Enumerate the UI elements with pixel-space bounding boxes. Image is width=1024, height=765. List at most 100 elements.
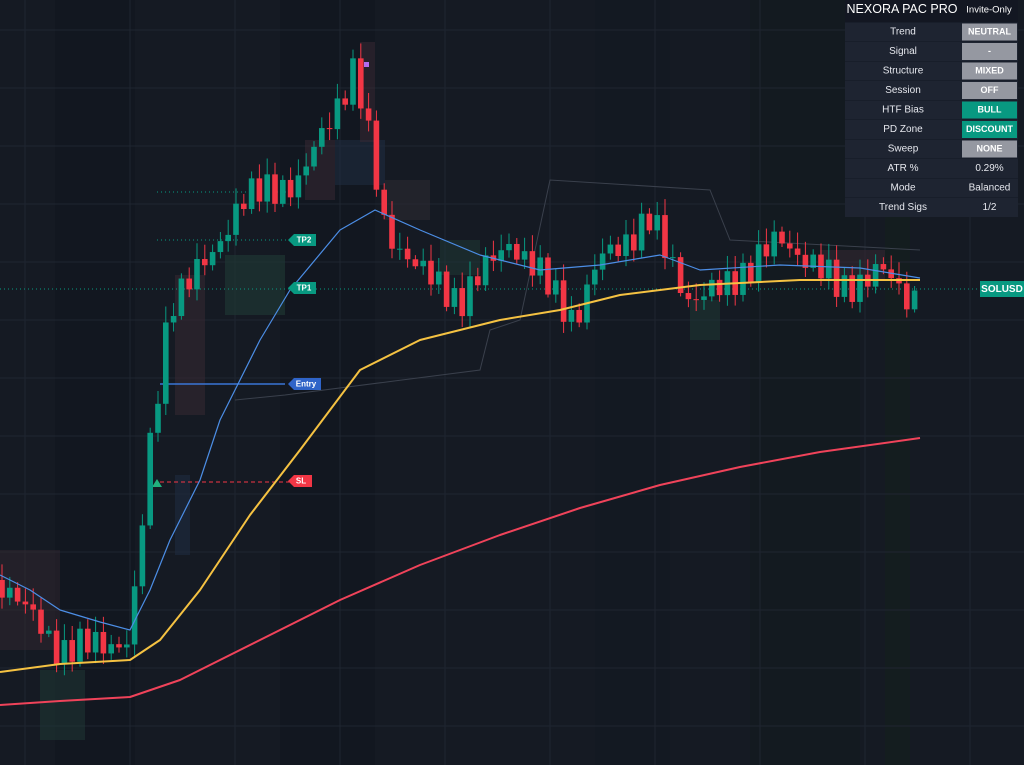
candle-body	[287, 179, 294, 198]
candle-body	[498, 250, 504, 261]
tp2-tag: TP2	[288, 234, 316, 246]
candle-body	[209, 252, 216, 266]
candle-body	[638, 213, 645, 251]
candle-body	[740, 262, 746, 295]
candle-body	[537, 257, 543, 276]
sl-label: SL	[296, 477, 306, 486]
candle-body	[100, 631, 107, 654]
row-label: PD Zone	[883, 124, 923, 135]
candle-body	[30, 604, 36, 610]
row-label: Structure	[883, 66, 924, 77]
candle-body	[350, 58, 356, 105]
candle-body	[170, 316, 177, 323]
candle-body	[334, 98, 341, 130]
candle-body	[599, 253, 606, 270]
candle-body	[443, 271, 450, 307]
candle-body	[217, 241, 224, 253]
candle-body	[131, 586, 138, 645]
panel-title: NEXORA PAC PRO	[847, 2, 958, 16]
candle-body	[459, 288, 465, 317]
candle-body	[256, 178, 263, 202]
candle-body	[186, 278, 192, 290]
moving-averages	[0, 209, 921, 706]
candle-body	[529, 251, 536, 276]
candle-body	[373, 120, 380, 190]
status-cell	[962, 140, 1017, 158]
candle-body	[623, 234, 629, 257]
candle-body	[365, 108, 372, 121]
row-value: DISCOUNT	[966, 124, 1014, 134]
status-cell	[962, 62, 1017, 80]
candle-body	[779, 231, 785, 244]
candle-body	[241, 203, 247, 210]
candle-body	[631, 234, 637, 251]
candle-body	[709, 279, 715, 297]
status-cell	[962, 101, 1017, 119]
candle-body	[85, 628, 91, 653]
candle-body	[163, 322, 169, 404]
candle-body	[194, 259, 200, 290]
candle-body	[397, 248, 403, 250]
candle-body	[22, 601, 29, 605]
candle-body	[685, 293, 692, 300]
tp2-label: TP2	[297, 236, 312, 245]
row-value: -	[988, 46, 991, 56]
candle-body	[662, 215, 668, 259]
candle-body	[904, 283, 910, 310]
entry-tag: Entry	[288, 378, 321, 390]
candle-body	[607, 244, 614, 254]
candle-body	[358, 58, 364, 109]
row-label: Signal	[889, 46, 917, 57]
candle-body	[576, 309, 582, 323]
row-value: OFF	[981, 85, 999, 95]
candle-body	[670, 257, 676, 259]
candle-body	[326, 128, 333, 130]
candle-body	[295, 175, 302, 198]
candle-body	[521, 251, 528, 260]
candle-body	[475, 276, 481, 286]
row-value: BULL	[978, 104, 1002, 114]
candle-body	[77, 628, 83, 662]
candle-body	[116, 644, 122, 648]
candle-body	[428, 260, 434, 285]
slow-ma	[0, 437, 921, 706]
candle-body	[225, 234, 231, 242]
candle-body	[833, 259, 840, 297]
status-cell	[962, 121, 1017, 138]
candle-body	[248, 178, 255, 210]
candle-body	[92, 631, 99, 653]
candle-body	[272, 174, 278, 204]
candle-body	[38, 609, 44, 634]
tp1-tag: TP1	[288, 282, 316, 294]
row-label: Sweep	[888, 144, 919, 155]
row-value: NONE	[976, 143, 1002, 153]
candle-body	[319, 128, 325, 147]
candle-body	[716, 279, 723, 296]
candle-body	[482, 255, 489, 286]
candle-body	[553, 280, 559, 295]
entry-label: Entry	[296, 380, 317, 389]
row-label: Trend	[890, 27, 916, 38]
candle-body	[748, 262, 754, 282]
candle-body	[342, 98, 348, 105]
candle-body	[202, 259, 208, 266]
candle-body	[560, 280, 567, 322]
candle-body	[381, 189, 387, 215]
row-value: MIXED	[975, 65, 1004, 75]
row-value: NEUTRAL	[968, 26, 1011, 36]
row-bg	[845, 178, 1018, 198]
candle-body	[233, 203, 239, 235]
candle-body	[701, 296, 707, 300]
row-label: Session	[885, 85, 921, 96]
candle-body	[872, 264, 879, 287]
candle-body	[545, 257, 551, 295]
candle-body	[615, 244, 621, 257]
candle-body	[303, 166, 309, 176]
candle-body	[280, 179, 286, 204]
candle-body	[412, 259, 419, 267]
row-label: HTF Bias	[882, 105, 924, 116]
candle-body	[61, 640, 68, 665]
sl-tag: SL	[288, 475, 312, 487]
candle-body	[506, 243, 512, 251]
